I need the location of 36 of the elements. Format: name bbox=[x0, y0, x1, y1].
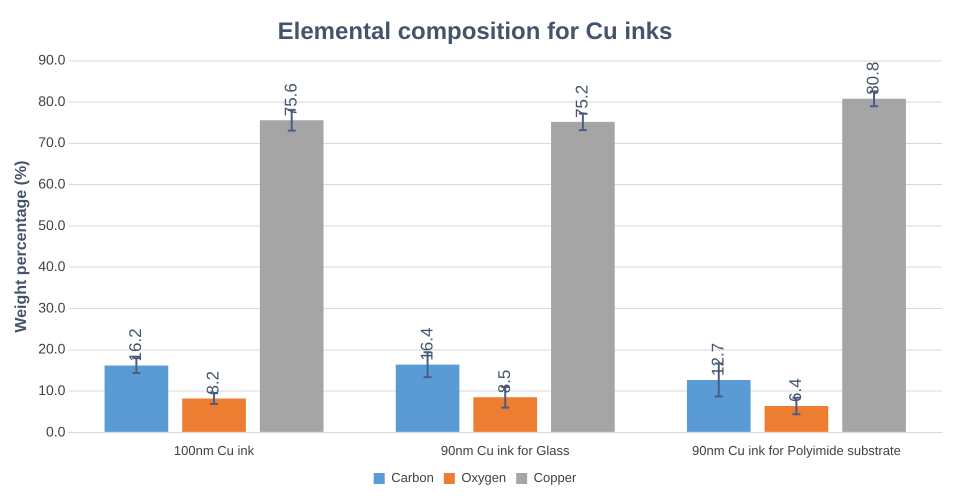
bar bbox=[260, 120, 324, 432]
y-tick-label: 70.0 bbox=[38, 134, 66, 150]
y-tick-label: 0.0 bbox=[46, 423, 66, 440]
data-label: 8.2 bbox=[204, 370, 223, 395]
y-tick-label: 20.0 bbox=[38, 340, 66, 357]
y-tick-label: 50.0 bbox=[38, 216, 66, 233]
bar bbox=[473, 397, 538, 432]
y-tick-label: 80.0 bbox=[38, 92, 66, 109]
x-tick-label: 90nm Cu ink for Polyimide substrate bbox=[692, 442, 901, 458]
bar bbox=[551, 122, 615, 432]
y-tick-label: 30.0 bbox=[38, 299, 66, 316]
data-label: 75.6 bbox=[281, 83, 300, 116]
data-label: 16.4 bbox=[417, 328, 436, 361]
legend-label: Carbon bbox=[391, 470, 434, 486]
y-tick-label: 40.0 bbox=[38, 258, 66, 274]
x-tick-label: 100nm Cu ink bbox=[174, 442, 255, 458]
data-label: 6.4 bbox=[786, 378, 806, 402]
data-label: 12.7 bbox=[708, 342, 728, 376]
bar bbox=[104, 366, 168, 432]
data-label: 80.8 bbox=[864, 62, 883, 95]
data-label: 8.5 bbox=[494, 370, 514, 394]
legend-label: Copper bbox=[534, 470, 577, 486]
bar bbox=[396, 364, 460, 432]
x-tick-label: 90nm Cu ink for Glass bbox=[440, 442, 570, 458]
bar bbox=[686, 380, 751, 432]
data-label: 16.2 bbox=[126, 328, 146, 362]
y-tick-label: 90.0 bbox=[38, 52, 66, 68]
chart-title: Elemental composition for Cu inks bbox=[278, 18, 672, 46]
y-tick-label: 60.0 bbox=[38, 176, 66, 192]
legend-label: Oxygen bbox=[461, 470, 506, 486]
y-axis-title: Weight percentage (%) bbox=[13, 160, 30, 333]
data-label: 75.2 bbox=[572, 84, 592, 118]
bar bbox=[842, 98, 906, 432]
y-tick-label: 10.0 bbox=[38, 382, 66, 398]
bar bbox=[182, 398, 246, 432]
bar bbox=[764, 406, 828, 432]
